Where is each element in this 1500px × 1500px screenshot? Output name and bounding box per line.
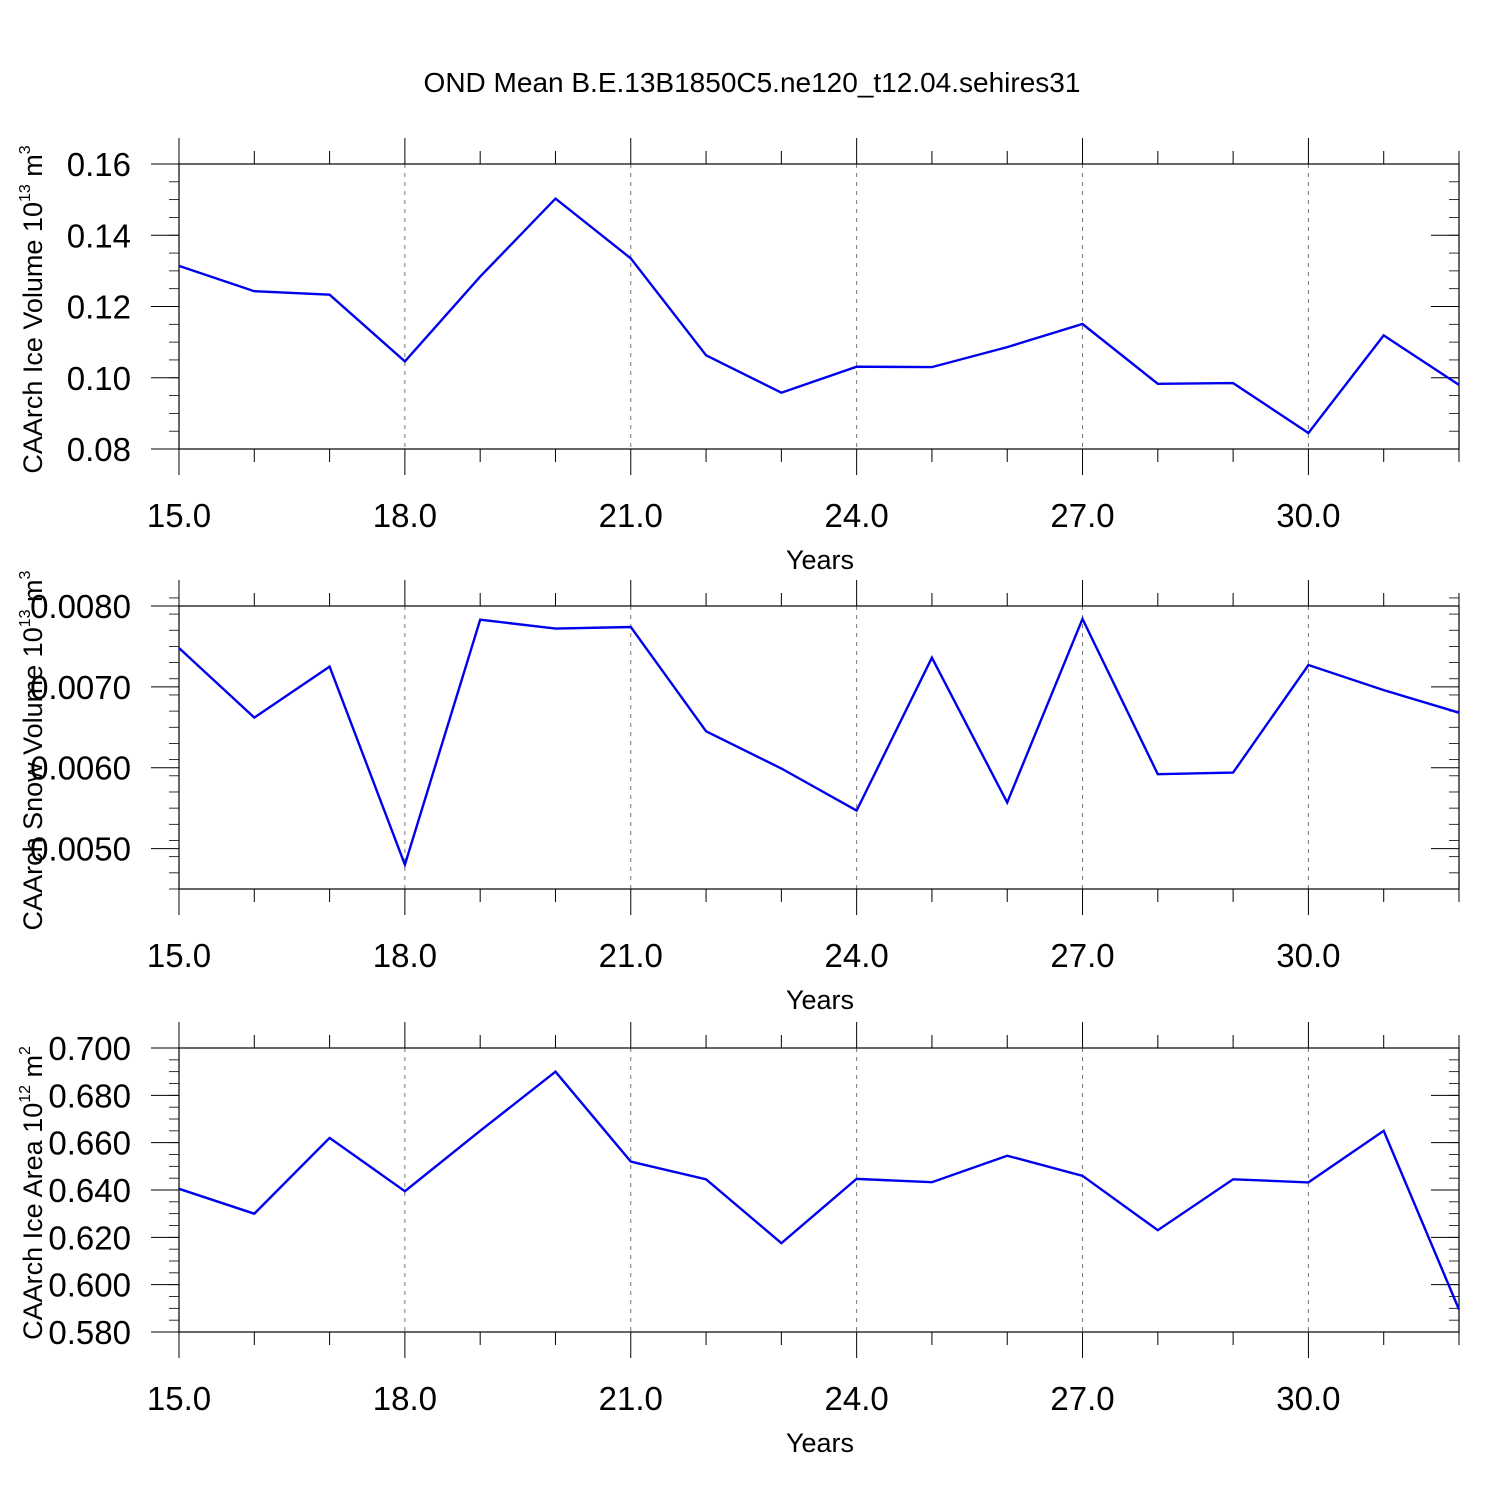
panel-1: 0.08 0.10 0.12 0.14 0.16 15.0 18.0 21.0 24.0 27.0… xyxy=(17,138,1460,575)
x-tick-label: 27.0 xyxy=(1050,937,1114,974)
x-tick-label: 15.0 xyxy=(147,1380,211,1417)
x-tick-label: 24.0 xyxy=(825,497,889,534)
y-tick-label: 0.0070 xyxy=(30,669,131,706)
x-tick-label: 30.0 xyxy=(1276,937,1340,974)
x-tick-label: 21.0 xyxy=(599,497,663,534)
series-line xyxy=(178,1070,1461,1310)
x-tick-label: 27.0 xyxy=(1050,497,1114,534)
y-tick-label: 0.0050 xyxy=(30,831,131,868)
y-axis-label: CAArch Ice Area 1012 m2 xyxy=(17,1046,48,1340)
y-tick-label: 0.600 xyxy=(48,1267,131,1304)
y-tick-label: 0.620 xyxy=(48,1219,131,1256)
series-line xyxy=(178,196,1460,435)
y-tick-label: 0.640 xyxy=(48,1172,131,1209)
plot-frame xyxy=(178,1047,1460,1333)
x-tick-label: 18.0 xyxy=(373,1380,437,1417)
chart-title: OND Mean B.E.13B1850C5.ne120_t12.04.sehi… xyxy=(424,67,1081,98)
y-tick-label: 0.680 xyxy=(48,1077,131,1114)
x-tick-label: 15.0 xyxy=(147,937,211,974)
y-axis-label: CAArch Snow Volume 1013 m3 xyxy=(17,570,48,930)
y-axis-label: CAArch Ice Volume 1013 m3 xyxy=(17,145,48,473)
y-tick-label: 0.08 xyxy=(67,431,131,468)
panel-3: 0.580 0.600 0.620 0.640 0.660 0.680 0.700 15.0 1… xyxy=(17,1022,1461,1458)
y-tick-label: 0.12 xyxy=(67,289,131,326)
x-axis-label: Years xyxy=(786,985,854,1015)
y-tick-label: 0.14 xyxy=(67,217,131,254)
panels: 0.08 0.10 0.12 0.14 0.16 15.0 18.0 21.0 24.0 27.0… xyxy=(17,138,1461,1458)
y-tick-label: 0.10 xyxy=(67,360,131,397)
x-tick-label: 24.0 xyxy=(825,1380,889,1417)
y-tick-label: 0.0060 xyxy=(30,750,131,787)
x-axis-label: Years xyxy=(786,545,854,575)
y-tick-label: 0.700 xyxy=(48,1030,131,1067)
series-line xyxy=(178,615,1460,869)
x-tick-label: 24.0 xyxy=(825,937,889,974)
x-tick-label: 18.0 xyxy=(373,497,437,534)
plot-frame xyxy=(178,605,1460,890)
x-tick-label: 15.0 xyxy=(147,497,211,534)
panel-2: 0.0050 0.0060 0.0070 0.0080 15.0 18.0 21.0 24.0… xyxy=(17,570,1460,1015)
x-tick-label: 30.0 xyxy=(1276,1380,1340,1417)
y-tick-label: 0.0080 xyxy=(30,588,131,625)
x-tick-label: 18.0 xyxy=(373,937,437,974)
x-tick-label: 21.0 xyxy=(599,937,663,974)
y-tick-label: 0.580 xyxy=(48,1314,131,1351)
y-tick-label: 0.660 xyxy=(48,1125,131,1162)
x-tick-label: 27.0 xyxy=(1050,1380,1114,1417)
x-tick-label: 30.0 xyxy=(1276,497,1340,534)
x-tick-label: 21.0 xyxy=(599,1380,663,1417)
y-tick-label: 0.16 xyxy=(67,146,131,183)
x-axis-label: Years xyxy=(786,1428,854,1458)
